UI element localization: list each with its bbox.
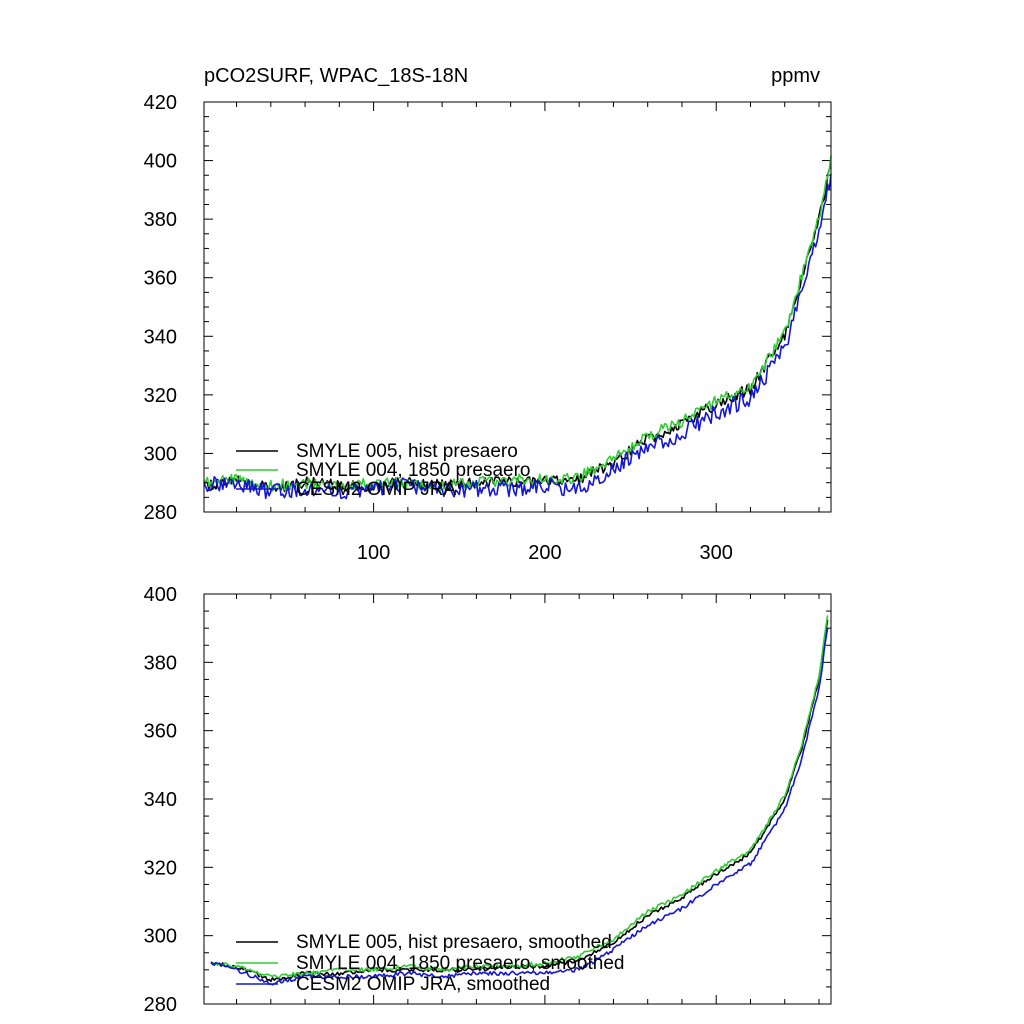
- x-tick-label: 100: [357, 542, 390, 564]
- legend-label: SMYLE 004, 1850 presaero, smoothed: [296, 953, 624, 974]
- legend-label: CESM2 OMIP JRA: [296, 479, 456, 500]
- legend: SMYLE 005, hist presaero, smoothedSMYLE …: [236, 932, 624, 995]
- x-tick-label: 300: [700, 542, 733, 564]
- y-tick-label: 300: [144, 443, 177, 465]
- units-label: ppmv: [771, 65, 820, 87]
- y-tick-label: 400: [144, 151, 177, 173]
- y-tick-label: 360: [144, 268, 177, 290]
- axis-ticks: 280 300 320 340 360 380 400: [144, 584, 831, 1016]
- y-tick-label: 300: [144, 926, 177, 948]
- legend-label: SMYLE 004, 1850 presaero: [296, 460, 531, 481]
- y-tick-label: 340: [144, 326, 177, 348]
- x-tick-label: 200: [528, 542, 561, 564]
- plot-area: [210, 615, 829, 986]
- y-tick-label: 400: [144, 584, 177, 606]
- y-tick-label: 380: [144, 209, 177, 231]
- y-tick-label: 320: [144, 385, 177, 407]
- y-tick-label: 280: [144, 994, 177, 1016]
- axis-ticks: 280 300 320 340 360 380 400 420 100 200 300: [144, 92, 831, 564]
- y-tick-label: 360: [144, 721, 177, 743]
- legend-label: CESM2 OMIP JRA, smoothed: [296, 974, 550, 995]
- series-line: [203, 173, 832, 500]
- legend-label: SMYLE 005, hist presaero, smoothed: [296, 932, 612, 953]
- panel-title: pCO2SURF, WPAC_18S-18N: [204, 65, 468, 87]
- series-line: [210, 615, 829, 979]
- plot-area: [203, 155, 832, 500]
- bottom-panel: 280 300 320 340 360 380 400 SMYLE 005, hist pr…: [144, 584, 832, 1016]
- series-line: [210, 628, 829, 986]
- y-tick-label: 320: [144, 857, 177, 879]
- y-tick-label: 380: [144, 652, 177, 674]
- plot-frame: [203, 593, 832, 1005]
- series-line: [203, 155, 832, 493]
- y-tick-label: 280: [144, 502, 177, 524]
- plot-frame: [203, 101, 832, 513]
- y-tick-label: 420: [144, 92, 177, 114]
- y-tick-label: 340: [144, 789, 177, 811]
- top-panel: pCO2SURF, WPAC_18S-18N ppmv 280 300 320 340…: [144, 65, 832, 564]
- legend-label: SMYLE 005, hist presaero: [296, 441, 518, 462]
- series-line: [210, 619, 829, 983]
